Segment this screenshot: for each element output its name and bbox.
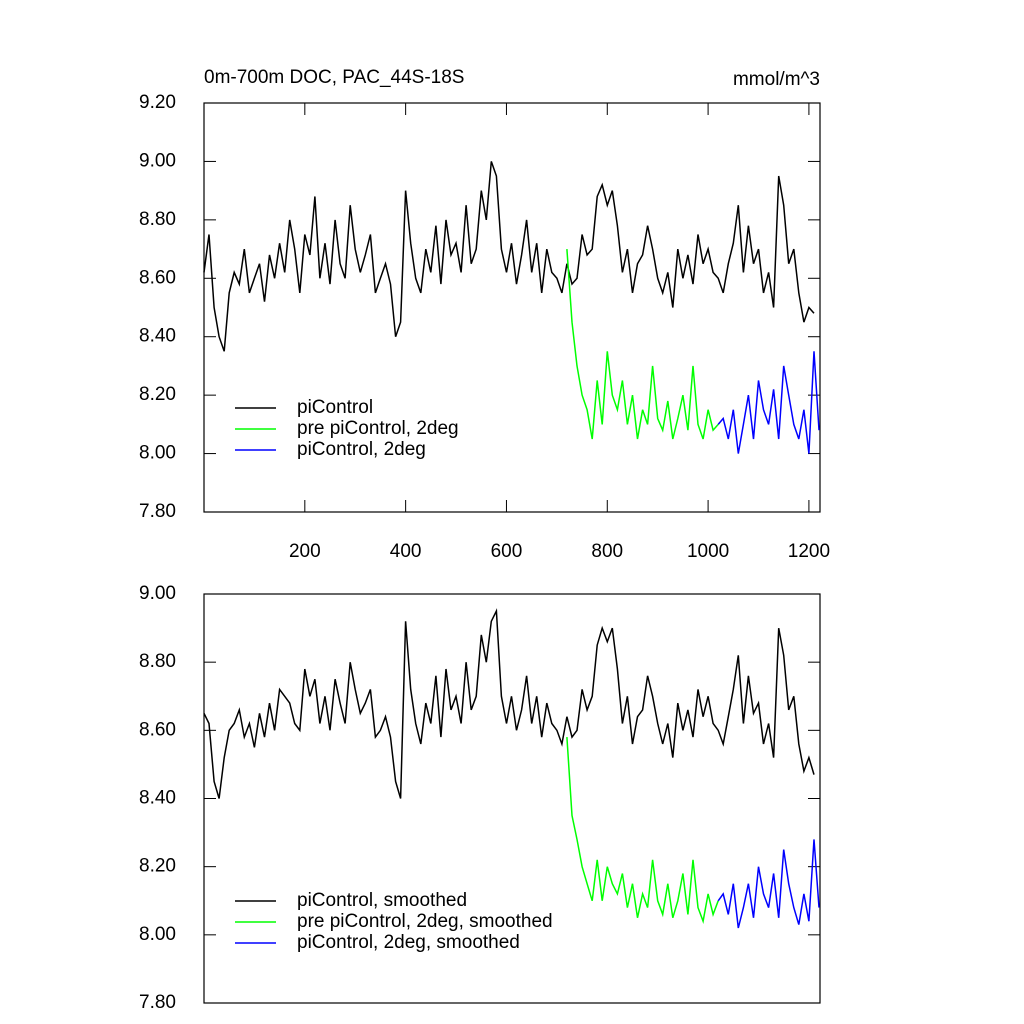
legend-label: pre piControl, 2deg xyxy=(297,418,459,439)
data-line xyxy=(203,608,815,799)
data-line xyxy=(717,351,820,454)
y-tick-label: 8.60 xyxy=(139,719,176,740)
data-line xyxy=(566,249,719,440)
x-tick-label: 1200 xyxy=(788,541,830,562)
x-tick-label: 800 xyxy=(591,541,623,562)
plot-frame xyxy=(203,102,821,513)
y-tick-label: 8.00 xyxy=(139,443,176,464)
legend-label: piControl, 2deg xyxy=(297,439,426,460)
y-tick-label: 8.60 xyxy=(139,267,176,288)
y-tick-label: 8.80 xyxy=(139,209,176,230)
y-tick-label: 9.00 xyxy=(139,583,176,604)
chart-title: 0m-700m DOC, PAC_44S-18S xyxy=(204,67,464,88)
data-line xyxy=(203,161,815,352)
y-tick-label: 9.20 xyxy=(139,92,176,113)
legend-label: piControl, smoothed xyxy=(297,890,467,911)
y-tick-label: 8.40 xyxy=(139,326,176,347)
x-tick-label: 200 xyxy=(289,541,321,562)
x-tick-label: 400 xyxy=(390,541,422,562)
y-tick-label: 8.20 xyxy=(139,856,176,877)
x-tick-label: 1000 xyxy=(687,541,729,562)
data-line xyxy=(717,839,820,929)
y-tick-label: 9.00 xyxy=(139,150,176,171)
x-tick-label: 600 xyxy=(491,541,523,562)
y-tick-label: 7.80 xyxy=(139,501,176,522)
legend-label: piControl, 2deg, smoothed xyxy=(297,932,520,953)
data-line xyxy=(566,737,719,925)
units-label: mmol/m^3 xyxy=(733,69,820,90)
y-tick-label: 8.20 xyxy=(139,384,176,405)
legend-label: pre piControl, 2deg, smoothed xyxy=(297,911,553,932)
y-tick-label: 8.00 xyxy=(139,924,176,945)
y-tick-label: 8.80 xyxy=(139,651,176,672)
y-tick-label: 8.40 xyxy=(139,788,176,809)
legend-label: piControl xyxy=(297,397,373,418)
y-tick-label: 7.80 xyxy=(139,992,176,1013)
